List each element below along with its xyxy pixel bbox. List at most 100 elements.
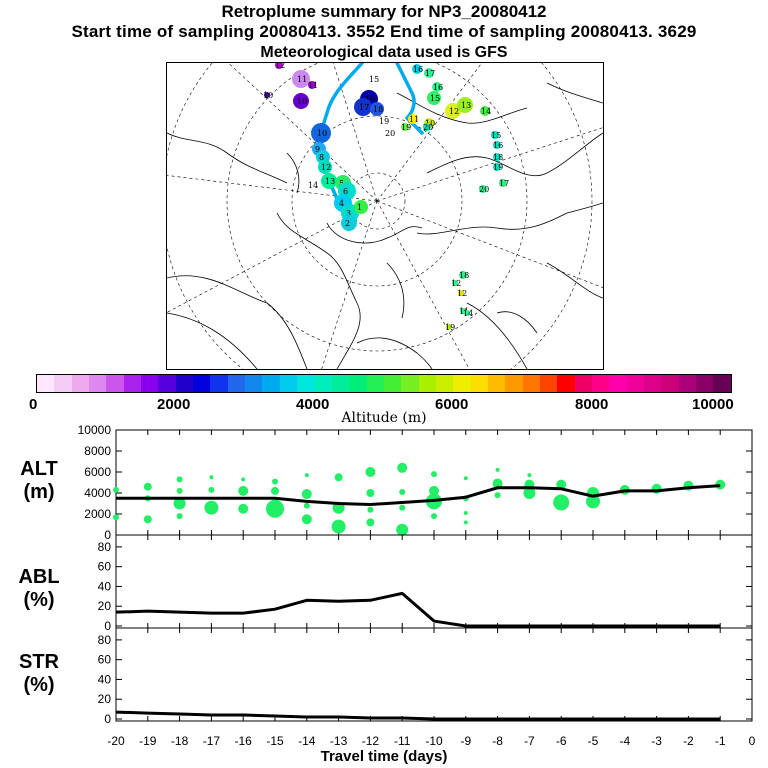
colorbar-tick-label: 0 — [29, 396, 38, 413]
colorbar-swatch — [175, 375, 194, 392]
altitude-point — [176, 487, 183, 494]
map-marker — [464, 310, 470, 316]
y-tick-label: 4000 — [84, 486, 111, 500]
y-tick-label: 40 — [98, 672, 112, 686]
colorbar-swatch — [158, 375, 176, 392]
map-marker-label: 20 — [385, 129, 395, 138]
median-altitude-line — [116, 484, 721, 507]
altitude-point — [463, 476, 468, 481]
map-marker-label: 2 — [345, 219, 350, 228]
colorbar-swatch — [661, 375, 679, 392]
map-marker-label: 11 — [459, 307, 469, 316]
map-marker — [341, 215, 357, 231]
map-marker-label: 11 — [297, 75, 307, 84]
map-marker — [499, 179, 507, 187]
altitude-point — [586, 494, 600, 509]
colorbar-swatch — [435, 375, 454, 392]
y-tick-label: 10000 — [78, 423, 112, 437]
y-tick-label: 0 — [104, 619, 111, 633]
map-marker — [432, 82, 442, 92]
altitude-point — [241, 477, 246, 482]
map-marker-label: 14 — [481, 107, 491, 116]
colorbar-swatch — [418, 375, 436, 392]
altitude-point — [331, 519, 346, 534]
colorbar-swatch — [383, 375, 402, 392]
y-tick-label: 20 — [98, 599, 112, 613]
map-marker — [445, 103, 461, 119]
panel-frame — [115, 429, 753, 536]
altitude-point — [366, 489, 375, 497]
altitude-point — [399, 488, 406, 495]
map-marker-label: 8 — [319, 153, 324, 162]
altitude-point — [527, 473, 532, 478]
title-line-1: Retroplume summary for NP3_20080412 — [221, 2, 547, 21]
colorbar-swatch — [331, 375, 350, 392]
x-tick-label: -3 — [651, 734, 662, 748]
map-marker-label: 20 — [423, 123, 433, 132]
x-tick-label: -17 — [203, 734, 221, 748]
str-line — [115, 710, 721, 721]
map-marker-label: 15 — [430, 94, 440, 103]
map-marker — [387, 131, 391, 135]
colorbar-swatch — [574, 375, 592, 392]
map-marker-label: 15 — [369, 75, 379, 84]
map-marker — [491, 131, 499, 139]
colorbar-swatch — [106, 375, 124, 392]
map-marker — [427, 91, 441, 105]
map-marker — [446, 324, 452, 330]
colorbar-tick-label: 10000 — [692, 396, 734, 413]
altitude-point — [304, 473, 309, 478]
map-marker — [318, 160, 332, 174]
altitude-point — [301, 489, 312, 500]
map-marker-label: 18 — [373, 105, 383, 114]
x-tick-label: -13 — [330, 734, 348, 748]
altitude-point — [495, 467, 500, 472]
map-marker — [452, 280, 458, 286]
x-tick-label: -8 — [492, 734, 503, 748]
map-marker-label: 11 — [409, 115, 419, 124]
trajectory-map: 11 11 12 10 10 15 16 17 18 19 20 10 9 8 12 13 14 5 6 4 3 2 1 16… — [166, 62, 604, 370]
map-marker — [370, 102, 384, 116]
colorbar-swatch — [470, 375, 488, 392]
map-marker-label: 12 — [275, 63, 285, 70]
altitude-point — [523, 487, 536, 499]
map-marker — [493, 153, 501, 161]
map-marker — [493, 163, 501, 171]
map-marker — [354, 200, 368, 214]
colorbar-swatch — [314, 375, 332, 392]
x-tick-label: -18 — [171, 734, 189, 748]
x-tick-label: -1 — [715, 734, 726, 748]
map-marker — [493, 141, 501, 149]
title-line-3: Meteorological data used is GFS — [260, 44, 508, 61]
map-marker — [264, 92, 270, 98]
altitude-point — [366, 518, 375, 527]
map-marker — [480, 106, 490, 116]
map-marker-label: 19 — [493, 163, 503, 172]
title-line-2: Start time of sampling 20080413. 3552 En… — [71, 22, 697, 41]
map-marker-label: 17 — [359, 103, 369, 112]
y-tick-label: 6000 — [84, 465, 111, 479]
map-marker-label: 12 — [451, 279, 461, 288]
map-marker-label: 4 — [339, 199, 344, 208]
map-marker — [354, 98, 372, 116]
colorbar-tick-label: 4000 — [296, 396, 330, 413]
map-marker — [458, 290, 464, 296]
x-axis-title: Travel time (days) — [320, 748, 448, 765]
x-tick-label: -6 — [556, 734, 567, 748]
colorbar-swatch — [210, 375, 228, 392]
map-marker — [401, 123, 409, 131]
x-tick-label: -7 — [524, 734, 535, 748]
altitude-colorbar — [36, 374, 732, 393]
altitude-point — [367, 506, 374, 513]
map-marker-label: 14 — [308, 181, 318, 190]
altitude-point — [301, 514, 312, 525]
y-tick-label: 60 — [98, 653, 112, 667]
map-marker-label: 19 — [401, 123, 411, 132]
map-marker — [408, 114, 418, 124]
altitude-point — [173, 497, 186, 510]
map-marker-label: 16 — [413, 65, 423, 74]
map-marker — [310, 183, 314, 187]
colorbar-swatch — [262, 375, 280, 392]
map-marker-label: 5 — [339, 179, 344, 188]
